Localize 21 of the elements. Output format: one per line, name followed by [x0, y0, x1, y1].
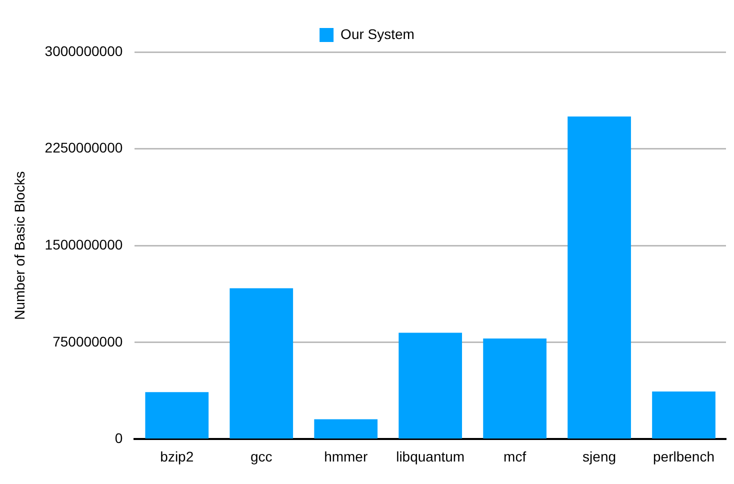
bar — [398, 332, 462, 438]
x-tick-label: gcc — [250, 448, 272, 464]
x-tick-label: hmmer — [324, 448, 368, 464]
bar — [230, 288, 294, 438]
y-tick-label: 0 — [114, 430, 123, 446]
x-tick-label: perlbench — [653, 448, 715, 464]
x-tick-label: bzip2 — [160, 448, 194, 464]
bar — [483, 338, 546, 438]
y-tick-label: 750000000 — [52, 333, 123, 350]
y-tick-label: 1500000000 — [44, 236, 123, 252]
x-tick-label: libquantum — [396, 448, 465, 464]
y-tick-label: 2250000000 — [44, 140, 123, 156]
y-tick-label: 3000000000 — [44, 42, 123, 59]
bar — [568, 116, 631, 438]
bar — [314, 419, 378, 438]
y-axis-title: Number of Basic Blocks — [11, 171, 28, 320]
bar — [652, 391, 716, 438]
x-tick-label: mcf — [504, 448, 526, 464]
x-tick-label: sjeng — [582, 448, 616, 464]
legend-label: Our System — [340, 26, 414, 42]
bar — [145, 392, 209, 438]
